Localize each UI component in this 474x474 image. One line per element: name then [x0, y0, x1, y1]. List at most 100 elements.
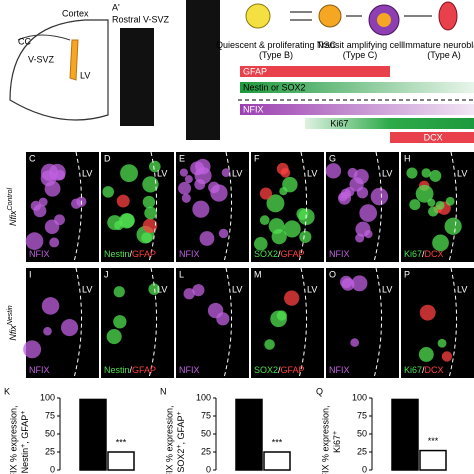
stain-label: NFIX [29, 365, 50, 375]
lv-label: LV [307, 284, 317, 294]
label-part: , GFAP [20, 415, 30, 444]
stain-label: NFIX [179, 249, 200, 259]
cell-blob [23, 340, 42, 359]
marker-bar [305, 118, 474, 129]
stain: Nestin [104, 249, 130, 259]
cell-blob [142, 195, 156, 209]
panel-letter: P [404, 269, 410, 279]
cell-blob [41, 297, 60, 315]
cell-label: Immature neuroblast(Type A) [403, 40, 474, 60]
cell-blob [192, 200, 210, 218]
lv-label: LV [307, 168, 317, 178]
cell-blob [355, 221, 371, 237]
panel-letter: E [179, 153, 185, 163]
cell-blob [208, 181, 220, 194]
cell-label: Quiescent & proliferating NSC (Type B) [216, 40, 337, 60]
y-axis-label: SOX2+, GFAP+ [176, 411, 187, 472]
micrograph [176, 152, 249, 262]
stain-label: NFIX [29, 249, 50, 259]
ventricle-border [223, 267, 233, 379]
cell-blob [179, 168, 188, 177]
stain: DCX [425, 365, 444, 375]
panel-letter: Q [316, 386, 323, 396]
ventricle-border [148, 151, 158, 263]
y-axis-label: Nestin+, GFAP+ [20, 411, 31, 474]
ventricle-border [298, 267, 308, 379]
brain-outline [9, 19, 109, 121]
cell-blob [341, 277, 355, 291]
ventricle-border [73, 151, 83, 263]
marker-bar [240, 66, 390, 77]
significance: *** [272, 437, 283, 447]
label-sup: + [176, 411, 183, 415]
label-part: , GFAP [176, 415, 186, 444]
cell-blob [120, 164, 139, 183]
significance: *** [116, 437, 127, 447]
stain-label: NFIX [329, 249, 350, 259]
cell-blob [183, 288, 195, 300]
stain-label: NFIX [329, 365, 350, 375]
cell-label-line: Quiescent & proliferating NSC [216, 40, 337, 50]
marker-label: Ki67 [330, 118, 348, 128]
stain: GFAP [132, 249, 156, 259]
cell-blob [428, 206, 439, 217]
stain-label: Nestin/GFAP [104, 249, 156, 259]
stain-label: Ki67/DCX [404, 249, 444, 259]
lv-label: LV [232, 168, 242, 178]
lv-label: LV [232, 284, 242, 294]
cell-blob [356, 187, 369, 199]
lv-label: LV [457, 168, 467, 178]
panel-letter: O [329, 269, 336, 279]
stain: NFIX [29, 249, 50, 259]
cell-label-line: (Type B) [259, 50, 293, 60]
cell-blob [276, 310, 287, 321]
y-axis-label: Ki67+ [332, 431, 343, 453]
micrograph [101, 268, 174, 378]
cell-blob [141, 232, 152, 244]
cell-blob [142, 218, 158, 233]
ventricle-border [298, 151, 308, 263]
panel-letter: M [254, 269, 262, 279]
schematic-label: Cortex [62, 8, 89, 18]
stain-label: SOX2/GFAP [254, 365, 305, 375]
marker-bar [240, 82, 474, 93]
cell-blob [33, 204, 47, 218]
ventricle-border [223, 151, 233, 263]
marker-label: GFAP [243, 66, 267, 76]
lv-label: LV [82, 168, 92, 178]
cell-blob [415, 184, 434, 203]
cell-blob [60, 319, 79, 337]
y-tick-label: 100 [40, 392, 55, 402]
row-label: NfixNestin [7, 305, 19, 340]
cell-blob [102, 186, 114, 198]
cell-blob [113, 286, 125, 298]
label-part: Ki67 [332, 435, 342, 453]
rostral-image-2 [186, 0, 220, 140]
arrows [290, 11, 432, 21]
stain: / [422, 365, 425, 375]
stain: NFIX [179, 249, 200, 259]
cell-blob [409, 199, 421, 211]
panel-letter: I [29, 269, 32, 279]
cell-blob [421, 168, 431, 178]
stain: GFAP [281, 365, 305, 375]
stain-label: Nestin/GFAP [104, 365, 156, 375]
y-tick-label: 50 [357, 428, 367, 438]
cell-blob [221, 168, 231, 177]
bar [107, 451, 135, 471]
cell-blob [106, 328, 122, 345]
label-part: SOX2 [176, 449, 186, 473]
ventricle-border [448, 267, 458, 379]
cell-blob [199, 231, 215, 246]
y-axis-label: FIX % expression, [8, 405, 18, 474]
stain-label: NFIX [179, 365, 200, 375]
micrograph [251, 268, 324, 378]
cell-blob [429, 169, 442, 182]
stain: / [130, 249, 133, 259]
cell-label-line: (Type A) [427, 50, 461, 60]
stain: NFIX [179, 365, 200, 375]
cell-blob [359, 204, 378, 222]
cell-blob [38, 197, 48, 207]
lv-label: LV [82, 284, 92, 294]
cell-blob [344, 186, 355, 197]
